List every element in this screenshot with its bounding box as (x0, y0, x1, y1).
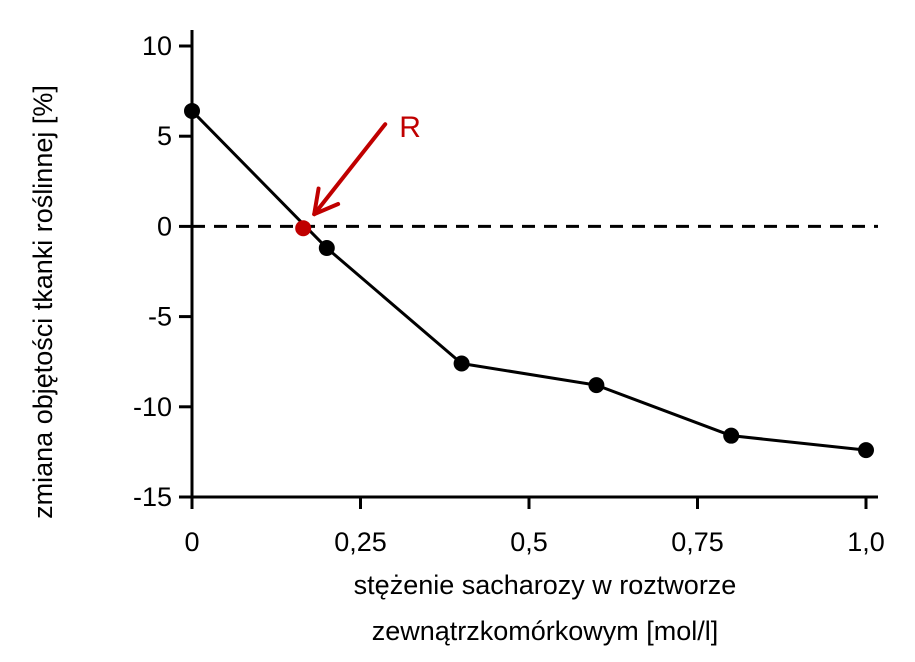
annotation-point (295, 220, 312, 237)
y-tick-label: -15 (133, 482, 172, 512)
y-tick-label: 5 (157, 121, 172, 151)
y-axis-title: zmiana objętości tkanki roślinnej [%] (28, 85, 58, 519)
plot-area: 10 5 0 -5 -10 -15 0 0,25 0,5 0,75 1,0 R (133, 30, 885, 557)
x-tick-label: 0,75 (671, 527, 724, 557)
data-point (184, 102, 200, 119)
data-point (588, 377, 605, 394)
x-axis-title-line-1: stężenie sacharozy w roztworze (354, 570, 737, 600)
y-tick-label: 0 (157, 211, 172, 241)
data-point (858, 442, 874, 459)
x-tick-label: 1,0 (847, 527, 885, 557)
x-tick-label: 0,25 (334, 527, 387, 557)
x-tick-label: 0,5 (510, 527, 548, 557)
y-tick-label: 10 (142, 31, 172, 61)
annotation-arrowhead-icon (312, 186, 341, 217)
annotation-arrow-icon (312, 122, 388, 217)
data-point (318, 240, 335, 257)
annotation-label: R (399, 111, 421, 144)
x-tick-label: 0 (184, 527, 199, 557)
y-tick-label: -10 (133, 392, 172, 422)
data-point (723, 427, 740, 444)
series-line (190, 109, 867, 452)
y-tick-label: -5 (148, 302, 172, 332)
data-point (453, 355, 470, 372)
x-axis-title-line-2: zewnątrzkomórkowym [mol/l] (372, 616, 719, 646)
